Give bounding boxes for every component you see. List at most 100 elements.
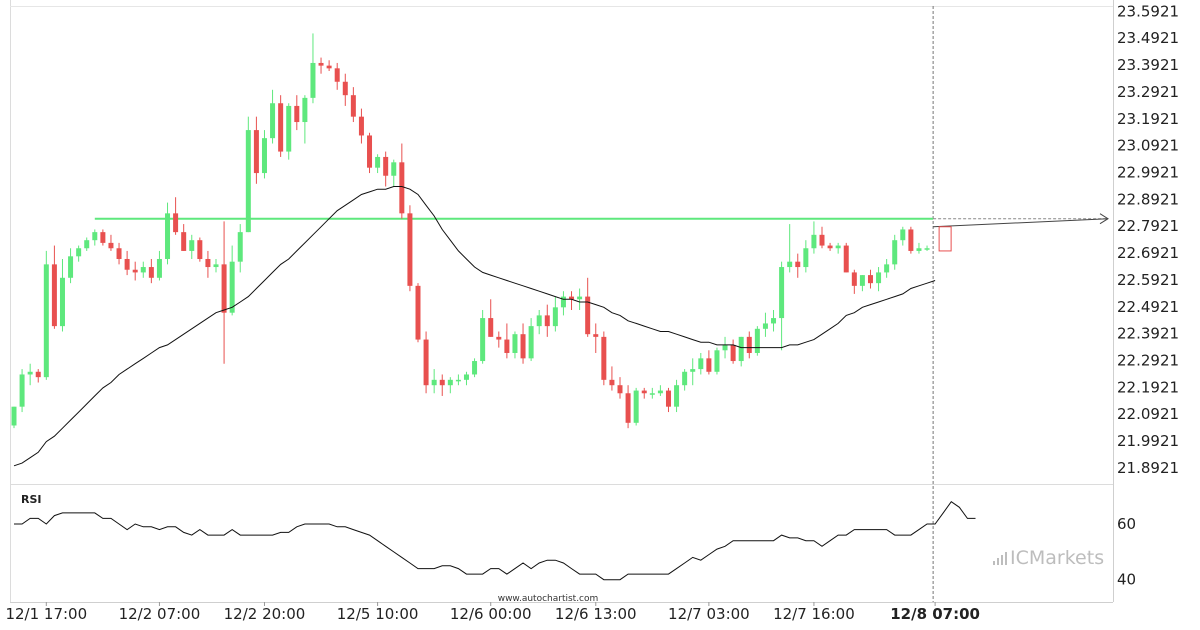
price-tick-label: 22.0921 (1117, 405, 1179, 423)
candle-body (754, 328, 760, 353)
candle-body (439, 379, 445, 386)
candle (528, 318, 534, 362)
candle-body (771, 318, 777, 324)
candle-body (367, 135, 373, 168)
candle-body (730, 344, 736, 362)
candle-body (787, 261, 793, 268)
candle (641, 387, 647, 399)
candle (819, 226, 825, 249)
candle-body (156, 258, 162, 278)
candle-body (237, 232, 243, 262)
candle-body (496, 336, 502, 340)
candle (197, 237, 203, 262)
candle (302, 95, 308, 144)
candle (27, 363, 33, 386)
candle-body (76, 248, 82, 257)
candle (431, 369, 437, 394)
brand-name: ICMarkets (1010, 547, 1104, 569)
candle (116, 242, 122, 265)
bar-chart-icon (993, 552, 1007, 565)
candle-body (463, 374, 469, 380)
rsi-tick-label: 40 (1117, 571, 1136, 589)
candle-body (657, 390, 663, 394)
time-tick-label: 12/7 16:00 (773, 605, 855, 623)
candle (657, 385, 663, 396)
candle-body (318, 62, 324, 66)
candle-body (51, 264, 57, 327)
candle-body (431, 379, 437, 386)
candle-body (876, 272, 882, 284)
candle-body (35, 371, 41, 378)
candle (601, 331, 607, 386)
candle-body (488, 318, 494, 337)
candle-body (512, 334, 518, 353)
candle-body (92, 232, 98, 241)
candle-body (140, 267, 146, 273)
candle-body (407, 213, 413, 286)
candle (803, 240, 809, 273)
candle (633, 387, 639, 426)
candle-body (641, 390, 647, 394)
projection-box (938, 226, 952, 252)
candle-body (43, 264, 49, 378)
candle-body (108, 242, 114, 249)
candle-body (189, 240, 195, 251)
candle (399, 143, 405, 219)
candle-body (746, 336, 752, 353)
brand-prefix: IC (1010, 547, 1029, 569)
candle (771, 310, 777, 332)
candle (383, 151, 389, 187)
price-tick-label: 23.3921 (1117, 56, 1179, 74)
candle (674, 379, 680, 413)
candle (552, 296, 558, 332)
candle (221, 221, 227, 364)
candle (496, 331, 502, 348)
candle (415, 283, 421, 343)
time-tick-label: 12/2 20:00 (224, 605, 306, 623)
candle (237, 224, 243, 273)
candle (455, 374, 461, 386)
candle (746, 331, 752, 359)
candle (84, 237, 90, 251)
time-tick-label: 12/6 13:00 (555, 605, 637, 623)
candle (19, 369, 25, 413)
price-tick-label: 21.9921 (1117, 432, 1179, 450)
candle (900, 226, 906, 246)
candle-body (908, 229, 914, 251)
candle (261, 130, 267, 179)
candle-body (803, 248, 809, 268)
candle (560, 291, 566, 316)
candle-body (779, 267, 785, 319)
candle-body (229, 261, 235, 313)
candle-body (617, 385, 623, 394)
projection-line (933, 218, 1109, 228)
candle (350, 87, 356, 123)
candle-body (286, 105, 292, 152)
candle-body (714, 350, 720, 372)
candle (189, 234, 195, 259)
candle-body (528, 326, 534, 359)
price-tick-label: 22.9921 (1117, 163, 1179, 181)
candle (835, 242, 841, 254)
candle-body (100, 232, 106, 243)
candle (649, 387, 655, 399)
candle (665, 387, 671, 413)
candle (140, 261, 146, 278)
candle (787, 224, 793, 273)
candle-body (68, 256, 74, 278)
candle-body (916, 248, 922, 251)
candle-body (455, 379, 461, 382)
candle-body (867, 275, 873, 284)
candle (253, 116, 259, 184)
candle-body (795, 261, 801, 268)
candle-body (447, 379, 453, 386)
candle (577, 288, 583, 311)
time-tick-label: 12/8 07:00 (890, 605, 980, 623)
candle-body (383, 156, 389, 176)
watermark-text: www.autochartist.com (498, 594, 599, 604)
candle (132, 261, 138, 281)
candle-body (811, 234, 817, 249)
candle-body (859, 275, 865, 286)
candle-body (472, 361, 478, 375)
